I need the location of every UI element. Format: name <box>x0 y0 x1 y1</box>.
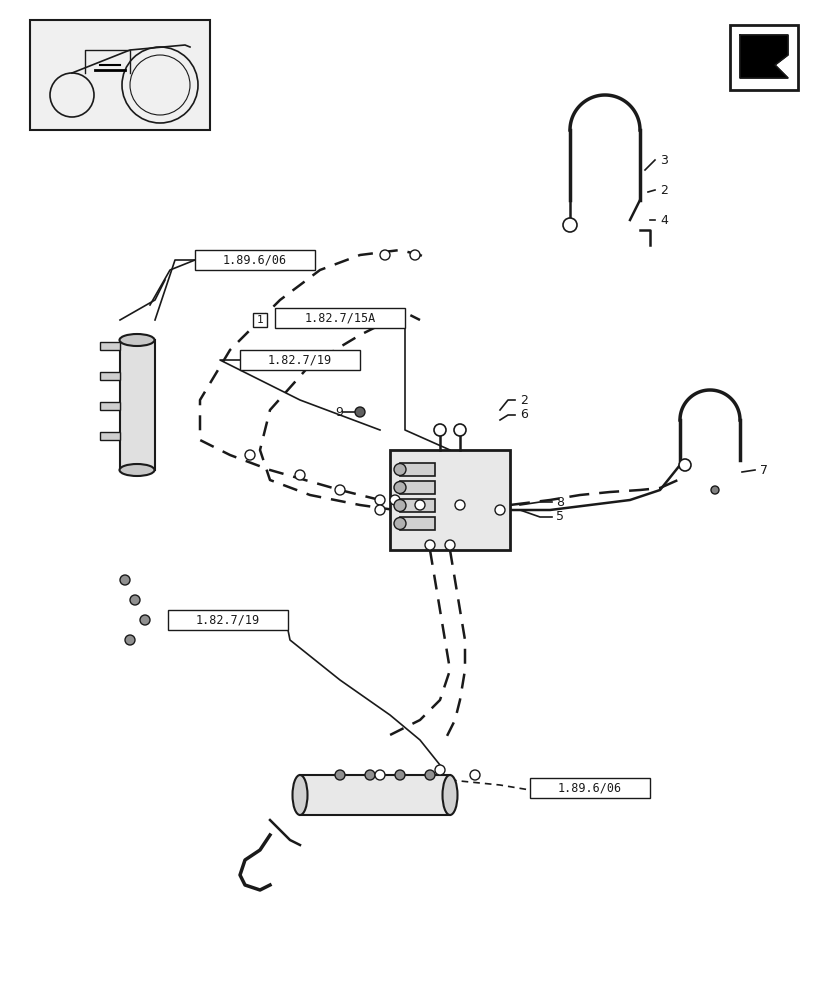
Circle shape <box>414 500 424 510</box>
Circle shape <box>394 770 404 780</box>
Text: 6: 6 <box>519 408 528 422</box>
Text: 7: 7 <box>759 464 767 477</box>
Ellipse shape <box>442 775 457 815</box>
Text: 1.89.6/06: 1.89.6/06 <box>222 253 287 266</box>
Circle shape <box>394 464 405 476</box>
Circle shape <box>678 459 691 471</box>
Bar <box>729 25 797 90</box>
Text: 1.82.7/19: 1.82.7/19 <box>196 613 260 626</box>
Circle shape <box>455 500 465 510</box>
Circle shape <box>433 424 446 436</box>
Ellipse shape <box>292 775 307 815</box>
FancyBboxPatch shape <box>529 778 649 798</box>
Text: 1: 1 <box>256 315 263 325</box>
Circle shape <box>434 765 444 775</box>
Circle shape <box>562 218 576 232</box>
Circle shape <box>365 770 375 780</box>
Circle shape <box>140 615 150 625</box>
Text: 2: 2 <box>659 184 667 197</box>
FancyBboxPatch shape <box>253 313 266 327</box>
Bar <box>100 402 120 410</box>
Bar <box>399 499 434 512</box>
Circle shape <box>444 540 455 550</box>
Circle shape <box>394 499 405 512</box>
Bar <box>399 517 434 530</box>
FancyBboxPatch shape <box>168 610 288 630</box>
Circle shape <box>710 486 718 494</box>
Circle shape <box>394 482 405 493</box>
Text: 1.82.7/15A: 1.82.7/15A <box>304 312 375 324</box>
Bar <box>299 775 449 815</box>
Bar <box>120 340 155 470</box>
Circle shape <box>453 424 466 436</box>
Circle shape <box>375 495 385 505</box>
Ellipse shape <box>119 464 155 476</box>
Bar <box>399 463 434 476</box>
Bar <box>100 372 120 380</box>
Bar <box>100 432 120 440</box>
Circle shape <box>409 250 419 260</box>
Text: 1.89.6/06: 1.89.6/06 <box>557 782 621 794</box>
Circle shape <box>125 635 135 645</box>
Circle shape <box>390 495 399 505</box>
Text: 2: 2 <box>519 393 528 406</box>
Text: 1.82.7/19: 1.82.7/19 <box>268 354 332 366</box>
Circle shape <box>375 505 385 515</box>
Circle shape <box>335 485 345 495</box>
Circle shape <box>394 518 405 530</box>
Circle shape <box>355 407 365 417</box>
Circle shape <box>120 575 130 585</box>
Circle shape <box>130 595 140 605</box>
Text: 9: 9 <box>335 406 342 418</box>
Text: 8: 8 <box>555 495 563 508</box>
Circle shape <box>375 770 385 780</box>
Circle shape <box>424 770 434 780</box>
Circle shape <box>380 250 390 260</box>
Bar <box>399 481 434 494</box>
Circle shape <box>335 770 345 780</box>
Ellipse shape <box>119 334 155 346</box>
Bar <box>30 20 210 130</box>
FancyBboxPatch shape <box>240 350 360 370</box>
Polygon shape <box>739 35 787 78</box>
Circle shape <box>470 770 480 780</box>
Circle shape <box>495 505 504 515</box>
Text: 3: 3 <box>659 154 667 167</box>
Circle shape <box>424 540 434 550</box>
Circle shape <box>294 470 304 480</box>
Text: 5: 5 <box>555 510 563 524</box>
Bar <box>390 450 509 550</box>
Text: 4: 4 <box>659 214 667 227</box>
FancyBboxPatch shape <box>195 250 314 270</box>
Bar <box>100 342 120 350</box>
Circle shape <box>245 450 255 460</box>
FancyBboxPatch shape <box>275 308 404 328</box>
